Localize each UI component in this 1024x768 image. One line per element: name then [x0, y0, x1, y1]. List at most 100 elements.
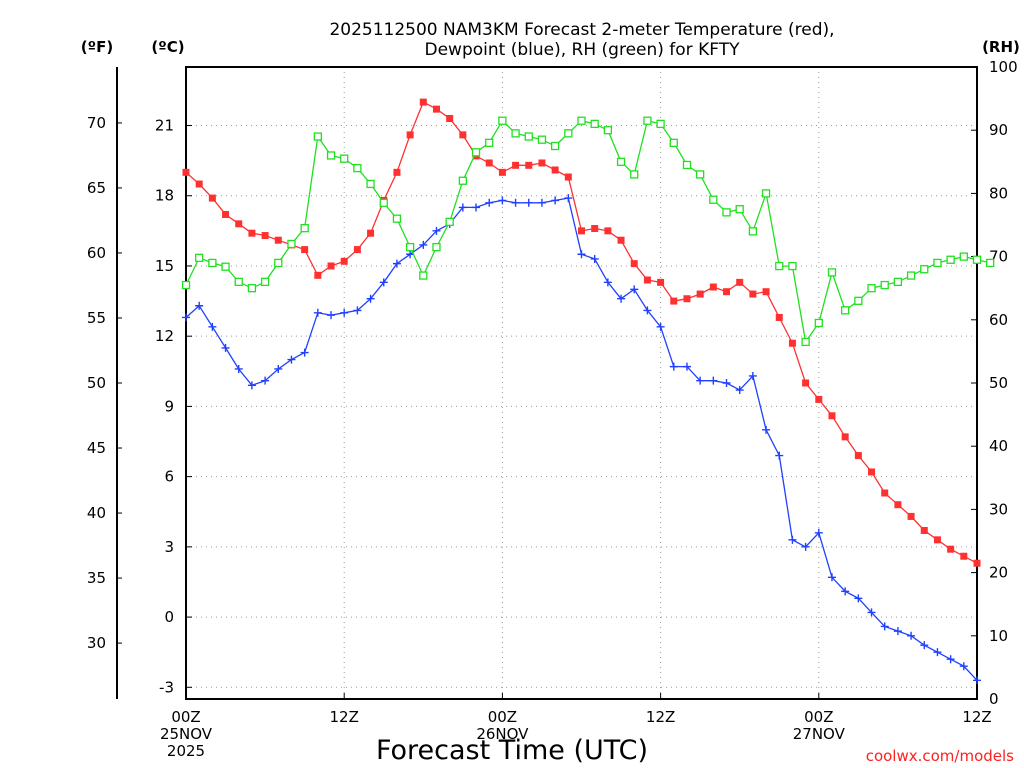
dewpoint-point — [274, 364, 283, 373]
temperature-point — [960, 552, 968, 560]
temperature-point — [301, 246, 309, 254]
time-tick-label: 27NOV — [793, 725, 846, 743]
temperature-point — [564, 173, 572, 181]
rh-point — [498, 116, 507, 125]
temperature-point — [393, 168, 401, 176]
temperature-point — [248, 229, 256, 237]
celsius-tick-label: 9 — [164, 397, 174, 415]
rh-point — [445, 217, 454, 226]
rh-point — [392, 214, 402, 223]
rh-point — [696, 170, 705, 179]
dewpoint-point — [392, 259, 401, 268]
fahrenheit-tick-label: 40 — [87, 504, 106, 522]
temperature-point — [208, 194, 216, 202]
rh-point — [274, 258, 283, 268]
rh-point — [827, 268, 837, 277]
dewpoint-point — [208, 322, 217, 331]
rh-point — [234, 277, 243, 287]
rh-unit-label: (RH) — [982, 38, 1020, 56]
temperature-point — [261, 232, 269, 240]
dewpoint-point — [841, 587, 850, 596]
temperature-point — [868, 468, 876, 476]
rh-tick-label: 40 — [989, 437, 1008, 455]
dewpoint-point — [801, 542, 810, 551]
rh-point — [748, 227, 758, 236]
dewpoint-point — [788, 535, 797, 544]
dewpoint-point — [827, 573, 836, 582]
rh-point — [379, 198, 388, 208]
rh-point — [643, 116, 652, 125]
time-tick-label: 00Z — [804, 708, 833, 726]
rh-tick-label: 20 — [989, 564, 1008, 582]
temperature-point — [235, 220, 243, 228]
rh-point — [208, 258, 217, 268]
celsius-unit-label: (ºC) — [151, 38, 184, 56]
temperature-point — [762, 288, 770, 296]
dewpoint-point — [313, 308, 322, 317]
temperature-point — [222, 210, 230, 218]
axes: 30 35 40 45 50 55 60 65 70 -3 0 3 6 9 12 15 18 21 0 10 20 30 4… — [87, 58, 1018, 760]
dewpoint-point — [327, 311, 336, 320]
celsius-tick-label: 3 — [164, 538, 174, 556]
dewpoint-point — [748, 371, 757, 380]
time-tick-label: 12Z — [646, 708, 675, 726]
temperature-point — [947, 545, 955, 553]
dewpoint-point — [577, 250, 586, 259]
rh-point — [761, 189, 771, 198]
temperature-point — [340, 257, 348, 265]
dewpoint-point — [603, 278, 612, 287]
chart-title-line-1: 2025112500 NAM3KM Forecast 2-meter Tempe… — [329, 20, 834, 40]
rh-point — [300, 224, 309, 233]
rh-point — [669, 138, 678, 147]
dewpoint-point — [682, 362, 691, 371]
dewpoint-point — [656, 322, 665, 331]
rh-point — [366, 179, 375, 189]
x-axis-label: Forecast Time (UTC) — [376, 735, 648, 766]
gridlines — [186, 67, 977, 699]
temperature-point — [538, 159, 546, 167]
dewpoint-point — [472, 203, 481, 212]
rh-tick-label: 50 — [989, 374, 1008, 392]
rh-point — [630, 170, 639, 179]
rh-point — [880, 280, 889, 290]
dewpoint-point — [287, 355, 296, 364]
temperature-point — [353, 246, 361, 254]
rh-point — [814, 318, 823, 328]
rh-tick-label: 60 — [989, 311, 1008, 329]
temperature-point — [630, 260, 638, 268]
rh-point — [195, 253, 204, 263]
celsius-tick-label: 0 — [164, 608, 174, 626]
temperature-point — [881, 489, 889, 497]
temperature-point — [498, 168, 506, 176]
rh-tick-label: 90 — [989, 121, 1008, 139]
rh-point — [775, 261, 784, 271]
dewpoint-point — [524, 198, 533, 207]
rh-tick-label: 30 — [989, 500, 1008, 518]
rh-point — [906, 271, 916, 280]
rh-point — [260, 277, 270, 287]
dewpoint-point — [182, 313, 190, 322]
rh-point — [735, 205, 744, 214]
temperature-point — [736, 278, 744, 286]
rh-point — [550, 141, 560, 151]
temperature-point — [617, 236, 625, 244]
temperature-point — [419, 98, 427, 106]
dewpoint-point — [775, 451, 784, 460]
temperature-point — [933, 536, 941, 544]
dewpoint-point — [366, 294, 375, 303]
rh-point — [247, 284, 257, 293]
rh-point — [537, 135, 547, 144]
temperature-point — [182, 168, 190, 176]
temperature-point — [432, 105, 440, 113]
rh-point — [313, 132, 322, 141]
dewpoint-point — [762, 425, 771, 434]
rh-point — [485, 138, 494, 147]
dewpoint-point — [643, 306, 652, 315]
temperature-point — [591, 225, 599, 233]
rh-point — [458, 176, 468, 185]
rh-point — [181, 280, 191, 290]
dewpoint-point — [432, 226, 441, 235]
rh-point — [287, 239, 296, 249]
temperature-point — [459, 131, 467, 139]
dewpoint-point — [814, 528, 823, 537]
